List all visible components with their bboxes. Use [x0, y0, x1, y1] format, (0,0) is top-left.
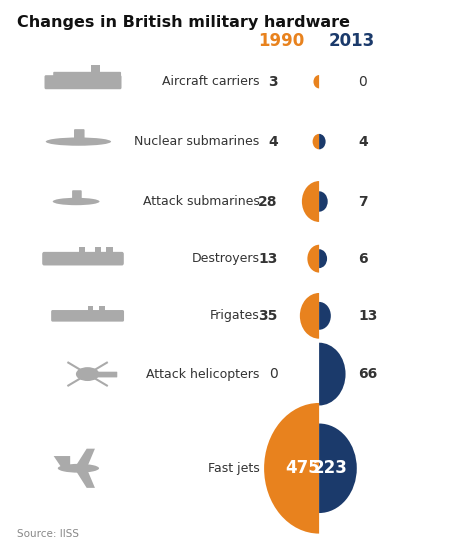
- Text: 223: 223: [312, 459, 347, 477]
- FancyBboxPatch shape: [51, 310, 124, 322]
- FancyBboxPatch shape: [53, 72, 121, 79]
- Wedge shape: [313, 75, 319, 89]
- Polygon shape: [74, 468, 95, 488]
- Text: Source: IISS: Source: IISS: [17, 529, 78, 539]
- Text: Nuclear submarines: Nuclear submarines: [134, 135, 259, 148]
- Text: 35: 35: [258, 309, 277, 323]
- Bar: [99, 306, 105, 312]
- Wedge shape: [319, 134, 325, 150]
- Text: 0: 0: [357, 75, 366, 89]
- Wedge shape: [299, 293, 319, 339]
- FancyBboxPatch shape: [74, 129, 84, 141]
- Wedge shape: [319, 424, 356, 513]
- Ellipse shape: [58, 464, 99, 472]
- Text: Destroyers: Destroyers: [191, 252, 259, 265]
- Text: Fast jets: Fast jets: [207, 462, 259, 475]
- FancyBboxPatch shape: [72, 190, 81, 201]
- Wedge shape: [263, 403, 319, 534]
- Text: 6: 6: [357, 252, 367, 266]
- Text: Aircraft carriers: Aircraft carriers: [162, 75, 259, 88]
- Wedge shape: [301, 181, 319, 222]
- Text: 4: 4: [357, 135, 367, 148]
- Bar: [94, 246, 101, 255]
- Wedge shape: [319, 302, 330, 330]
- Text: 7: 7: [357, 195, 367, 208]
- Text: 13: 13: [357, 309, 376, 323]
- Polygon shape: [74, 449, 95, 468]
- Bar: [91, 65, 99, 74]
- Ellipse shape: [76, 367, 99, 381]
- Wedge shape: [319, 343, 345, 405]
- Text: 3: 3: [268, 75, 277, 89]
- Text: Attack submarines: Attack submarines: [142, 195, 259, 208]
- Text: 28: 28: [258, 195, 277, 208]
- Text: 475: 475: [285, 459, 319, 477]
- Polygon shape: [54, 456, 70, 468]
- Text: Attack helicopters: Attack helicopters: [146, 367, 259, 381]
- FancyBboxPatch shape: [97, 372, 117, 377]
- Text: Changes in British military hardware: Changes in British military hardware: [17, 15, 349, 30]
- Wedge shape: [319, 191, 327, 212]
- FancyBboxPatch shape: [44, 75, 121, 89]
- Bar: [79, 246, 85, 255]
- Text: 2013: 2013: [328, 32, 375, 50]
- Text: 4: 4: [268, 135, 277, 148]
- Ellipse shape: [53, 198, 99, 205]
- Bar: [88, 306, 93, 312]
- FancyBboxPatch shape: [42, 252, 124, 266]
- Wedge shape: [312, 134, 319, 150]
- Wedge shape: [307, 245, 319, 273]
- Bar: [106, 246, 113, 255]
- Ellipse shape: [46, 138, 111, 146]
- Text: 13: 13: [258, 252, 277, 266]
- Text: 1990: 1990: [258, 32, 304, 50]
- Wedge shape: [319, 249, 326, 268]
- Text: 0: 0: [269, 367, 277, 381]
- Text: 66: 66: [357, 367, 376, 381]
- Text: Frigates: Frigates: [209, 309, 259, 322]
